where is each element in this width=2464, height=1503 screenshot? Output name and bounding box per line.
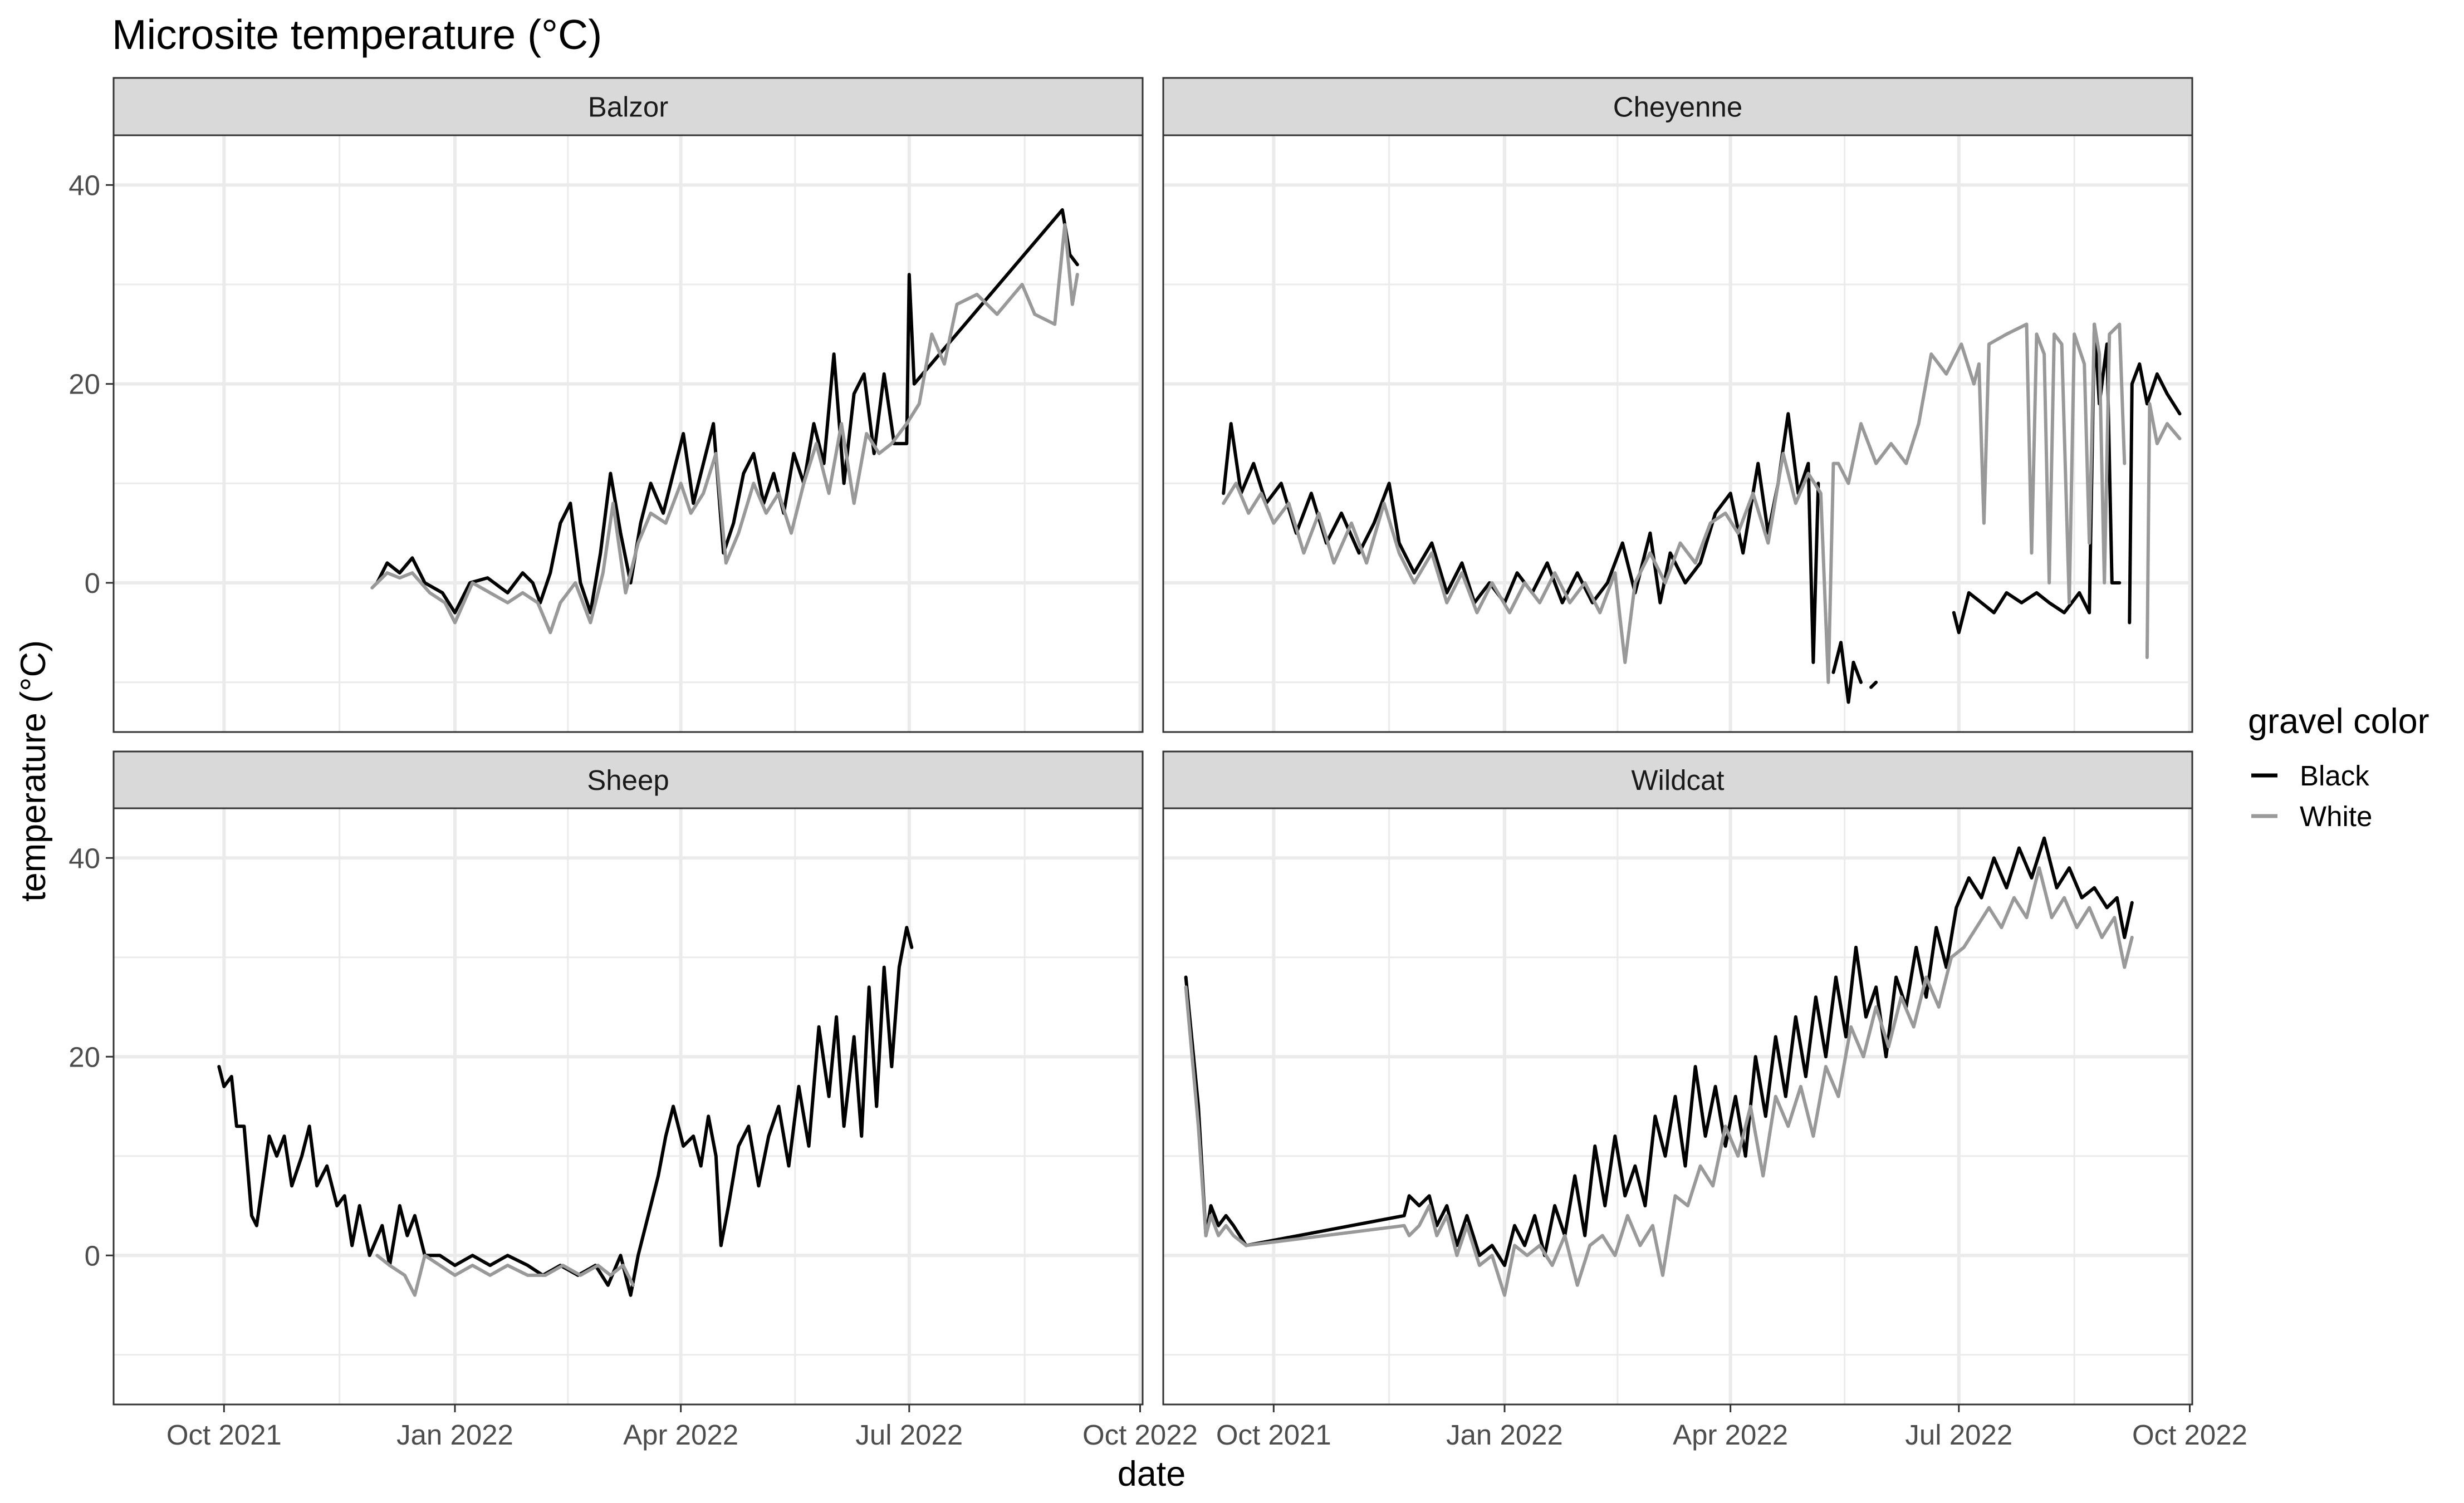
x-tick-label: Jan 2022 [1446,1419,1563,1451]
y-tick-label: 20 [68,369,100,400]
line-cheyenne-white [1222,322,2127,684]
legend-label-black: Black [2300,760,2369,792]
x-tick-label: Jul 2022 [855,1419,963,1451]
facet-strip-label: Wildcat [1631,764,1724,796]
line-balzor-white [370,223,1079,635]
legend-title: gravel color [2248,702,2429,741]
line-wildcat-white [1184,866,2134,1297]
line-cheyenne-black [2128,362,2182,625]
facet-strip [1162,77,2193,136]
facet-strip-label: Cheyenne [1613,91,1743,123]
facet-strip [112,77,1144,136]
line-cheyenne-black [1869,680,1878,689]
facet-strip [1162,750,2193,809]
y-tick-label: 40 [68,842,100,874]
y-tick-label: 40 [68,169,100,201]
facet-strip-label: Sheep [587,764,669,796]
y-tick-label: 20 [68,1041,100,1073]
legend-item-white: White [2251,800,2372,832]
y-tick-label: 0 [85,567,100,599]
x-axis-title: date [1118,1455,1186,1494]
x-tick-label: Oct 2022 [1082,1419,1198,1451]
x-tick-label: Apr 2022 [623,1419,738,1451]
chart-title: Microsite temperature (°C) [112,11,602,58]
legend-label-white: White [2300,800,2372,832]
facet-sheep: Sheep 0 20 40 Oct 2021 Jan 2022 Apr 2022 Jul 20… [68,750,1198,1451]
facet-balzor: Balzor 0 20 40 [68,77,1144,733]
x-tick-label: Oct 2021 [1216,1419,1331,1451]
legend-item-black: Black [2251,760,2369,792]
line-balzor-black [375,208,1079,615]
line-cheyenne-black [1831,641,1863,704]
x-tick-label: Apr 2022 [1673,1419,1788,1451]
line-sheep-white [375,1254,635,1297]
facet-strip-label: Balzor [588,91,669,123]
x-tick-label: Jul 2022 [1905,1419,2012,1451]
facet-strip [112,750,1144,809]
y-tick-label: 0 [85,1240,100,1271]
line-cheyenne-black [1952,322,2122,635]
line-cheyenne-white [2145,402,2182,659]
line-sheep-black [217,926,914,1297]
facet-wildcat: Wildcat Oct 2021 Jan 2022 Apr 2022 Jul 2022 O… [1162,750,2247,1451]
legend: gravel color Black White [2248,702,2429,832]
x-tick-label: Oct 2021 [166,1419,282,1451]
facet-cheyenne: Cheyenne [1162,77,2193,733]
x-tick-label: Jan 2022 [396,1419,513,1451]
facet-panels: Balzor 0 20 40 Cheyenne Sheep 0 20 40 Oct 2021 Jan… [68,77,2247,1451]
x-tick-label: Oct 2022 [2132,1419,2247,1451]
y-axis-title: temperature (°C) [14,640,53,902]
line-wildcat-black [1184,836,2134,1268]
